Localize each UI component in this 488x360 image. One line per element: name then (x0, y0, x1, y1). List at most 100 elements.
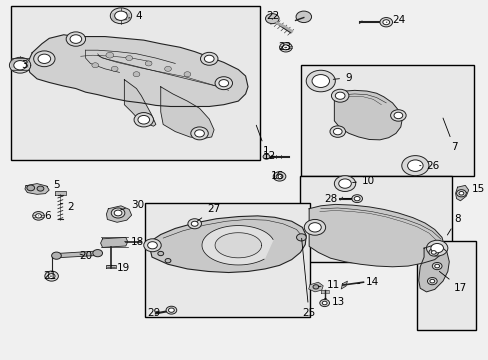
Text: 20: 20 (79, 251, 92, 261)
Circle shape (427, 278, 436, 285)
Text: 12: 12 (262, 150, 275, 161)
Circle shape (204, 55, 214, 62)
Polygon shape (56, 251, 100, 258)
Circle shape (145, 61, 152, 66)
Text: 8: 8 (447, 214, 460, 235)
Circle shape (125, 55, 132, 60)
Circle shape (48, 274, 55, 279)
Circle shape (382, 20, 389, 25)
Circle shape (319, 300, 329, 307)
Circle shape (341, 181, 348, 186)
Polygon shape (308, 204, 444, 267)
Circle shape (70, 35, 81, 43)
Circle shape (133, 72, 140, 77)
Circle shape (282, 45, 289, 50)
Circle shape (111, 208, 124, 218)
Text: 9: 9 (332, 73, 351, 83)
Circle shape (429, 279, 434, 283)
Circle shape (322, 301, 326, 305)
Circle shape (265, 14, 279, 24)
Text: 13: 13 (324, 297, 345, 307)
Circle shape (304, 220, 325, 235)
Bar (145, 203, 309, 317)
Text: 30: 30 (121, 200, 143, 210)
Bar (11, 6, 260, 160)
Circle shape (279, 42, 291, 52)
Text: 19: 19 (111, 263, 130, 273)
Circle shape (458, 192, 463, 195)
Text: 10: 10 (352, 176, 374, 186)
Circle shape (333, 129, 342, 135)
Circle shape (215, 77, 232, 90)
Text: 23: 23 (278, 42, 291, 52)
Circle shape (353, 197, 359, 201)
Circle shape (219, 80, 228, 87)
Circle shape (426, 240, 447, 256)
Circle shape (430, 251, 435, 254)
Circle shape (456, 190, 466, 197)
Polygon shape (202, 226, 272, 265)
Circle shape (114, 11, 127, 21)
Circle shape (295, 11, 311, 23)
Circle shape (111, 66, 118, 71)
Text: 7: 7 (442, 118, 456, 152)
Circle shape (14, 60, 26, 70)
Text: 14: 14 (357, 277, 378, 287)
Circle shape (410, 162, 419, 169)
Circle shape (329, 126, 345, 137)
Text: 2: 2 (60, 202, 74, 212)
Circle shape (296, 234, 305, 241)
Bar (416, 241, 475, 330)
Polygon shape (308, 282, 323, 292)
Circle shape (401, 156, 428, 176)
Circle shape (194, 130, 204, 137)
Circle shape (390, 110, 406, 121)
Bar (301, 65, 472, 176)
Polygon shape (106, 206, 131, 222)
Polygon shape (101, 237, 127, 247)
Circle shape (191, 221, 198, 226)
Circle shape (335, 92, 345, 99)
Polygon shape (161, 87, 214, 139)
Circle shape (334, 176, 355, 192)
Text: 25: 25 (301, 238, 315, 318)
Circle shape (166, 306, 176, 314)
Circle shape (305, 70, 335, 92)
Text: 27: 27 (197, 204, 220, 221)
Circle shape (165, 258, 171, 263)
Polygon shape (124, 80, 156, 126)
Text: 26: 26 (419, 161, 439, 171)
Circle shape (190, 127, 208, 140)
Circle shape (351, 195, 362, 203)
Circle shape (434, 264, 439, 268)
Circle shape (52, 252, 61, 259)
Text: 1: 1 (256, 125, 269, 156)
Circle shape (200, 52, 218, 65)
Circle shape (379, 18, 392, 27)
Circle shape (430, 243, 443, 253)
Text: 28: 28 (324, 194, 351, 204)
Circle shape (37, 186, 44, 191)
Text: 5: 5 (47, 180, 60, 190)
Circle shape (338, 179, 350, 188)
Circle shape (312, 285, 318, 289)
Circle shape (147, 242, 157, 249)
Circle shape (36, 214, 41, 218)
Circle shape (93, 249, 102, 257)
Circle shape (263, 154, 269, 159)
Text: 22: 22 (266, 11, 279, 21)
Text: 11: 11 (318, 280, 339, 290)
Circle shape (164, 66, 171, 71)
Circle shape (158, 251, 163, 256)
Polygon shape (455, 185, 468, 201)
Text: 29: 29 (147, 308, 160, 318)
Circle shape (407, 160, 422, 171)
Circle shape (431, 262, 441, 270)
Circle shape (27, 185, 35, 191)
Polygon shape (418, 245, 448, 292)
Text: 21: 21 (43, 271, 57, 281)
Circle shape (276, 174, 283, 179)
Polygon shape (27, 35, 247, 107)
Bar (300, 176, 451, 262)
Circle shape (183, 72, 190, 77)
